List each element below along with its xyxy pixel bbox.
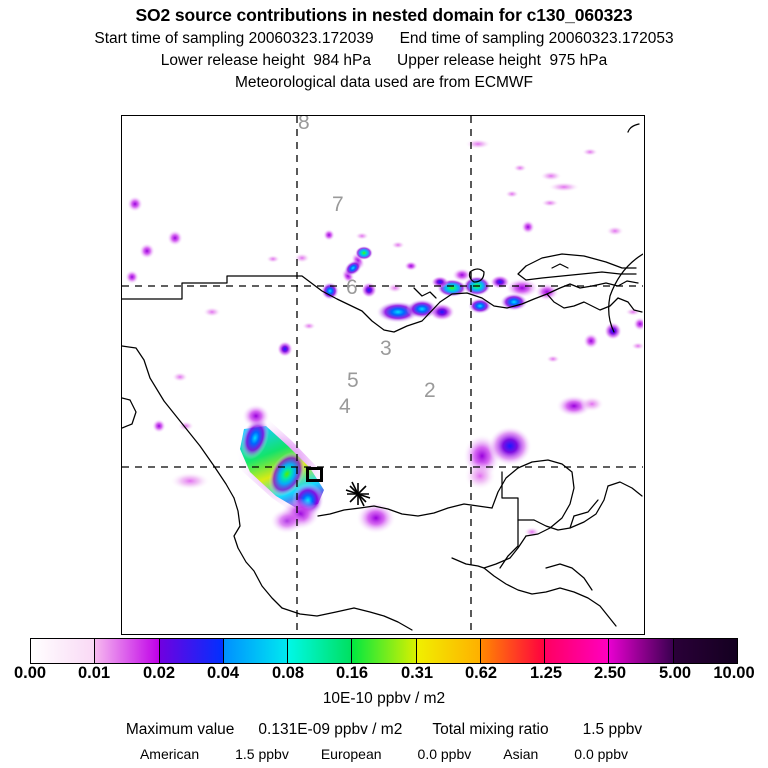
graticule bbox=[122, 116, 643, 633]
colorbar-wrap bbox=[30, 638, 738, 664]
american-label: American bbox=[139, 746, 200, 762]
release-height-row: Lower release height 984 hPa Upper relea… bbox=[0, 52, 768, 70]
colorbar-tick-10: 5.00 bbox=[658, 664, 692, 682]
end-time-label: End time of sampling 20060323.172053 bbox=[399, 30, 674, 47]
colorbar-segment-2 bbox=[159, 639, 224, 663]
coastlines bbox=[122, 123, 643, 631]
spacer bbox=[371, 52, 397, 70]
spacer bbox=[402, 721, 432, 739]
spacer bbox=[549, 721, 583, 739]
colorbar-segment-7 bbox=[480, 639, 546, 663]
yucatan-cuba-sources bbox=[463, 395, 604, 537]
region-number-6: 6 bbox=[346, 276, 358, 299]
west-faint-blob bbox=[170, 472, 210, 490]
colorbar-tick-9: 2.50 bbox=[593, 664, 627, 682]
met-source-row: Meteorological data used are from ECMWF bbox=[0, 74, 768, 92]
spacer bbox=[374, 30, 400, 48]
spacer bbox=[234, 721, 258, 739]
asian-label: Asian bbox=[503, 746, 539, 762]
colorbar-tick-labels: 0.00 0.01 0.02 0.04 0.08 0.16 0.31 0.62 … bbox=[0, 664, 768, 684]
region-number-3: 3 bbox=[380, 337, 392, 360]
colorbar-unit-label: 10E-10 ppbv / m2 bbox=[322, 690, 446, 707]
spacer bbox=[289, 746, 321, 762]
colorbar[interactable] bbox=[30, 638, 738, 664]
colorbar-tick-4: 0.08 bbox=[271, 664, 305, 682]
maximum-value-label: Maximum value bbox=[125, 721, 235, 738]
header-block: SO2 source contributions in nested domai… bbox=[0, 0, 768, 92]
colorbar-tick-5: 0.16 bbox=[335, 664, 369, 682]
asian-value: 0.0 ppbv bbox=[574, 746, 629, 762]
concentration-field bbox=[125, 139, 643, 537]
release-point-star bbox=[345, 481, 371, 507]
region-number-8: 8 bbox=[298, 115, 310, 134]
region-number-2: 2 bbox=[424, 379, 436, 402]
southern-blob bbox=[356, 502, 396, 534]
gulf-coast-sources bbox=[321, 229, 559, 323]
total-mixing-ratio-value: 1.5 ppbv bbox=[582, 721, 643, 738]
colorbar-segment-6 bbox=[416, 639, 481, 663]
colorbar-tick-7: 0.62 bbox=[464, 664, 498, 682]
maximum-value: 0.131E-09 ppbv / m2 bbox=[258, 721, 403, 738]
map-canvas bbox=[122, 116, 643, 633]
region-number-4: 4 bbox=[339, 395, 351, 418]
lower-release-height-label: Lower release height 984 hPa bbox=[160, 52, 371, 69]
colorbar-tick-3: 0.04 bbox=[206, 664, 240, 682]
region-number-5: 5 bbox=[347, 369, 359, 392]
summary-row-primary: Maximum value 0.131E-09 ppbv / m2 Total … bbox=[0, 721, 768, 739]
colorbar-segment-1 bbox=[95, 639, 160, 663]
colorbar-tick-8: 1.25 bbox=[529, 664, 563, 682]
spacer bbox=[471, 746, 503, 762]
colorbar-tick-6: 0.31 bbox=[400, 664, 434, 682]
region-number-7: 7 bbox=[332, 193, 344, 216]
spacer bbox=[199, 746, 235, 762]
total-mixing-ratio-label: Total mixing ratio bbox=[432, 721, 549, 738]
colorbar-segment-3 bbox=[223, 639, 289, 663]
colorbar-tick-1: 0.01 bbox=[77, 664, 111, 682]
colorbar-tick-11: 10.00 bbox=[713, 664, 755, 682]
colorbar-tick-2: 0.02 bbox=[142, 664, 176, 682]
colorbar-segment-5 bbox=[352, 639, 417, 663]
colorbar-segment-8 bbox=[545, 639, 610, 663]
spacer bbox=[538, 746, 574, 762]
start-time-label: Start time of sampling 20060323.172039 bbox=[94, 30, 374, 47]
european-label: European bbox=[320, 746, 382, 762]
release-box-marker bbox=[306, 467, 323, 482]
spacer bbox=[382, 746, 418, 762]
map-panel[interactable]: 8 7 6 3 5 2 4 bbox=[121, 115, 645, 635]
sampling-time-row: Start time of sampling 20060323.172039 E… bbox=[0, 30, 768, 48]
european-value: 0.0 ppbv bbox=[417, 746, 472, 762]
colorbar-segment-9 bbox=[609, 639, 674, 663]
page-title: SO2 source contributions in nested domai… bbox=[135, 5, 633, 25]
colorbar-segment-10 bbox=[673, 639, 737, 663]
point-sources-upper bbox=[465, 139, 643, 363]
upper-release-height-label: Upper release height 975 hPa bbox=[397, 52, 608, 69]
colorbar-tick-0: 0.00 bbox=[13, 664, 47, 682]
summary-row-regions: American 1.5 ppbv European 0.0 ppbv Asia… bbox=[0, 746, 768, 762]
point-sources-west bbox=[125, 196, 405, 433]
colorbar-segment-4 bbox=[288, 639, 353, 663]
met-data-label: Meteorological data used are from ECMWF bbox=[234, 74, 534, 91]
american-value: 1.5 ppbv bbox=[235, 746, 289, 762]
colorbar-segment-0 bbox=[31, 639, 96, 663]
